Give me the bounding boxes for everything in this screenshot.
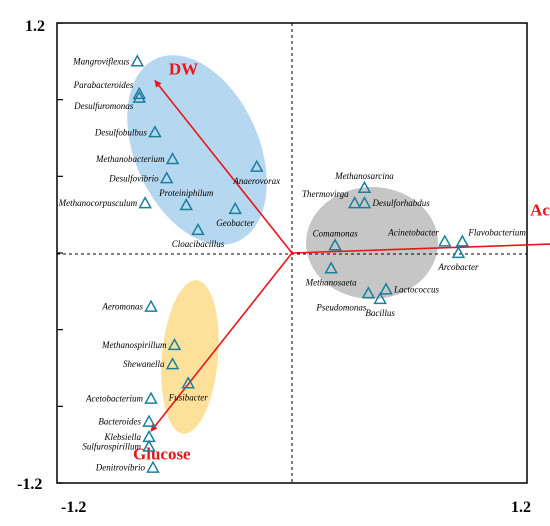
genus-points: Mangroviflexus Parabacteroides Desulfuromo… <box>58 54 526 473</box>
point-label-anaerovorax: Anaerovorax <box>232 176 280 186</box>
point-acinetobacter <box>437 234 452 247</box>
cluster-shading <box>127 55 438 434</box>
point-label-desulforhabdus: Desulforhabdus <box>371 198 430 208</box>
point-parabacteroides <box>132 86 147 100</box>
point-fusibacter <box>181 376 195 389</box>
point-anaerovorax <box>249 159 264 172</box>
point-label-sulfurospirillum: Sulfurospirillum <box>82 442 141 452</box>
point-desulfovibrio <box>159 171 174 184</box>
point-methanospirillum <box>167 337 182 351</box>
y-tick-label-bottom: -1.2 <box>17 476 42 493</box>
point-sulfurospirillum <box>142 439 156 452</box>
point-label-acinetobacter: Acinetobacter <box>387 228 439 238</box>
yellow-cluster-ellipse <box>161 280 219 434</box>
y-axis-ticks <box>57 22 63 484</box>
point-label-arcobacter: Arcobacter <box>437 262 479 272</box>
point-flavobacterium <box>455 234 470 247</box>
point-desulforhabdus <box>357 196 372 209</box>
point-label-comamonas: Comamonas <box>313 228 359 238</box>
y-tick-label-top: 1.2 <box>25 18 45 35</box>
point-methanocorpusculum <box>138 196 152 209</box>
arrow-label-dw: DW <box>169 60 198 79</box>
point-label-pseudomonas: Pseudomonas <box>315 302 366 312</box>
point-label-fusibacter: Fusibacter <box>168 392 208 402</box>
point-bacteroides <box>142 414 156 427</box>
gray-cluster-ellipse <box>306 187 438 299</box>
point-label-lactococcus: Lactococcus <box>393 284 439 294</box>
point-label-methanocorpusculum: Methanocorpusculum <box>58 198 138 208</box>
point-label-geobacter: Geobacter <box>216 218 254 228</box>
point-label-flavobacterium: Flavobacterium <box>467 228 526 238</box>
point-label-bacteroides: Bacteroides <box>98 417 141 427</box>
point-proteiniphilum <box>179 198 194 211</box>
point-label-klebsiella: Klebsiella <box>104 432 142 442</box>
point-shewanella <box>165 357 180 370</box>
point-denitrovibrio <box>146 460 160 473</box>
point-methanobacterium <box>165 152 180 165</box>
point-geobacter <box>228 201 242 215</box>
point-label-desulfobulbus: Desulfobulbus <box>94 127 147 137</box>
axis-tick-labels: 1.2 -1.2 -1.2 1.2 <box>17 18 531 516</box>
x-tick-label-left: -1.2 <box>61 499 86 516</box>
point-label-methanosaeta: Methanosaeta <box>305 277 357 287</box>
point-label-denitrovibrio: Denitrovibrio <box>95 463 146 473</box>
point-mangroviflexus <box>130 54 145 67</box>
point-label-parabacteroides: Parabacteroides <box>73 80 134 90</box>
point-desulfuromonas <box>132 90 147 103</box>
point-label-cloacibacillus: Cloacibacillus <box>172 239 225 249</box>
point-thermovirga <box>347 196 362 209</box>
point-aeromonas <box>144 299 158 312</box>
arrow-dw <box>154 79 293 254</box>
point-methanosaeta <box>324 261 338 274</box>
point-arcobacter <box>451 245 466 259</box>
point-methanosarcina <box>357 180 372 193</box>
point-desulfobulbus <box>148 125 162 138</box>
point-label-methanosarcina: Methanosarcina <box>334 171 394 181</box>
point-comamonas <box>328 238 342 251</box>
arrow-label-acetate: Acetate <box>530 200 550 219</box>
point-label-bacillus: Bacillus <box>365 308 395 318</box>
blue-cluster-ellipse <box>127 55 267 245</box>
point-lactococcus <box>379 282 393 295</box>
x-tick-label-right: 1.2 <box>511 499 531 516</box>
point-label-mangroviflexus: Mangroviflexus <box>72 56 130 66</box>
arrow-label-glucose: Glucose <box>133 444 191 463</box>
point-label-methanobacterium: Methanobacterium <box>95 154 165 164</box>
point-label-desulfovibrio: Desulfovibrio <box>108 173 159 183</box>
point-label-desulfuromonas: Desulfuromonas <box>73 101 134 111</box>
point-label-acetobacterium: Acetobacterium <box>85 394 143 404</box>
point-label-shewanella: Shewanella <box>123 359 165 369</box>
point-label-proteiniphilum: Proteiniphilum <box>158 188 214 198</box>
arrow-acetate <box>291 243 550 254</box>
point-pseudomonas <box>361 286 376 299</box>
point-acetobacterium <box>144 391 158 404</box>
point-bacillus <box>373 291 387 305</box>
point-label-aeromonas: Aeromonas <box>101 302 143 312</box>
point-cloacibacillus <box>191 222 205 236</box>
environmental-arrows: DW Acetate Glucose <box>133 60 550 463</box>
point-label-methanospirillum: Methanospirillum <box>101 340 167 350</box>
arrow-glucose <box>150 252 293 432</box>
point-label-thermovirga: Thermovirga <box>302 189 349 199</box>
